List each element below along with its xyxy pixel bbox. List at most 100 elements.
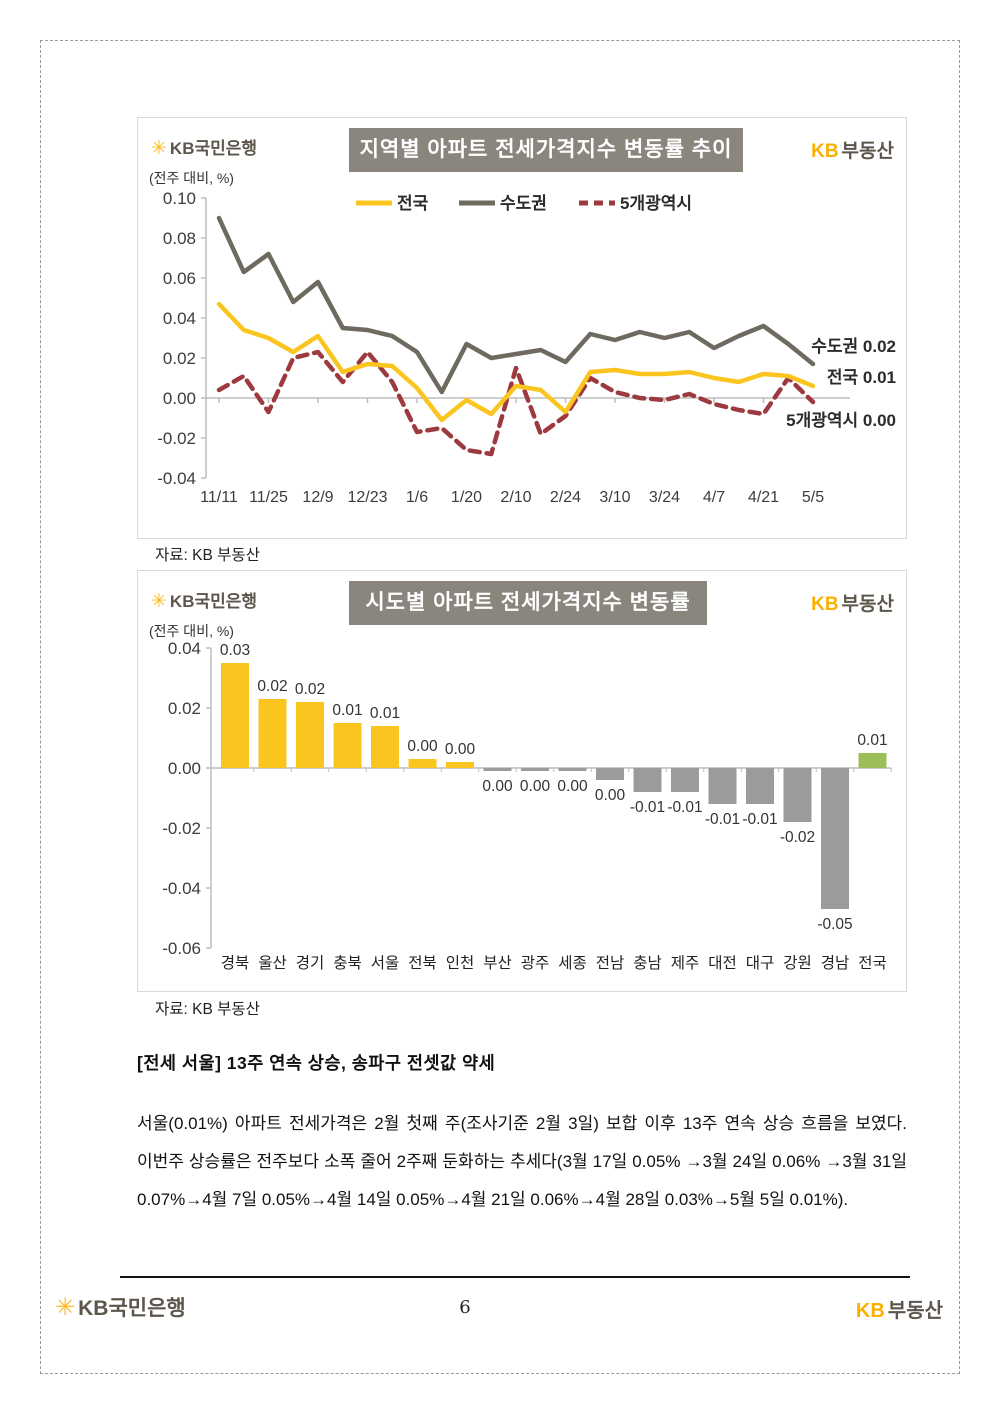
series-0 [216,301,816,423]
y-tick-label: -0.02 [157,429,196,448]
bar-category-label: 부산 [483,954,512,972]
bar-category-label: 울산 [258,954,287,972]
kb-real-estate-logo-kb: KB [811,594,839,615]
x-tick-label: 2/10 [500,489,531,506]
bar-서울 [371,726,399,768]
y-tick-label: 0.02 [163,349,196,368]
bar-value-label: 0.01 [857,732,887,749]
kb-real-estate-logo: KB 부동산 [811,136,894,163]
source-label: 자료: KB 부동산 [155,547,260,564]
y-tick-label: 0.04 [168,639,201,658]
kb-real-estate-logo-kb: KB [811,141,839,162]
bar-value-label: 0.00 [482,778,513,795]
bar-category-label: 서울 [371,954,400,972]
bar-chart-panel: ✳ KB국민은행 시도별 아파트 전세가격지수 변동률 KB 부동산 (전주 대비,… [137,570,907,992]
y-tick-label: -0.02 [162,819,201,838]
bar-category-label: 경남 [821,954,850,972]
footer-divider [120,1276,910,1278]
kb-real-estate-logo: KB 부동산 [856,1294,943,1323]
line-chart-unit-label: (전주 대비, %) [149,170,234,186]
x-tick-label: 11/25 [249,489,288,506]
y-tick-label: 0.04 [163,309,196,328]
bar-category-label: 인천 [446,954,475,972]
y-tick-label: 0.00 [163,389,196,408]
x-tick-label: 5/5 [802,489,824,506]
x-tick-label: 1/20 [451,489,482,506]
kb-bank-logo-text: KB국민은행 [169,592,258,611]
bar-category-label: 세종 [558,954,587,972]
bar-value-label: -0.01 [742,811,777,828]
x-tick-label: 12/9 [302,489,333,506]
bar-경북 [221,663,249,768]
y-tick-label: 0.06 [163,269,196,288]
bar-category-label: 충북 [333,954,362,972]
bar-category-label: 제주 [671,954,700,972]
bar-value-label: 0.01 [370,705,400,722]
x-tick-label: 1/6 [406,489,428,506]
bar-category-label: 전국 [858,954,887,972]
bar-광주 [521,768,549,771]
bar-value-label: -0.01 [705,811,740,828]
x-tick-label: 3/24 [649,489,680,506]
bar-category-label: 전북 [408,954,437,972]
bar-대전 [708,768,737,804]
y-tick-label: -0.04 [157,469,196,488]
y-tick-label: -0.06 [162,939,201,958]
y-tick-label: 0.08 [163,229,196,248]
bar-value-label: 0.00 [595,787,626,804]
x-tick-label: 11/11 [200,489,238,506]
x-tick-label: 12/23 [347,489,387,506]
kb-kookmin-bank-logo: ✳ KB국민은행 [151,134,257,160]
bar-value-label: 0.03 [220,642,250,659]
bar-chart-unit-label: (전주 대비, %) [149,623,234,639]
kb-star-icon: ✳ [151,591,167,612]
bar-제주 [671,768,699,792]
series-2 [216,349,816,457]
bar-인천 [446,762,474,768]
bar-value-label: 0.00 [557,778,588,795]
y-tick-label: 0.02 [168,699,201,718]
bar-category-label: 대전 [708,954,737,972]
bar-category-label: 대구 [746,954,775,972]
bar-울산 [258,699,287,768]
kb-kookmin-bank-logo: ✳ KB국민은행 [151,587,257,613]
bar-value-label: 0.00 [445,741,476,758]
page-dashed-border [40,40,960,1374]
y-tick-label: 0.00 [168,759,201,778]
bar-세종 [558,768,587,771]
bar-충남 [633,768,662,792]
bar-chart: 0.04 0.02 0.00 -0.02 -0.04 -0.06 0.03 경북 0.02 울산 0… [162,639,892,972]
bar-chart-title: 시도별 아파트 전세가격지수 변동률 [349,581,707,625]
line-chart-title: 지역별 아파트 전세가격지수 변동률 추이 [349,128,743,172]
bar-value-label: 0.00 [407,738,438,755]
series-end-label: 5개광역시 0.00 [786,411,896,430]
kb-real-estate-logo-kb: KB [855,1300,885,1322]
series-end-label: 수도권 0.02 [811,337,896,356]
x-tick-label: 4/7 [703,489,725,506]
bar-강원 [783,768,812,822]
bar-category-label: 경북 [221,954,250,972]
article-body: 서울(0.01%) 아파트 전세가격은 2월 첫째 주(조사기준 2월 3일) … [137,1114,907,1209]
bar-전북 [408,759,437,768]
x-tick-label: 2/24 [550,489,581,506]
bar-경기 [296,702,324,768]
article-heading: [전세 서울] 13주 연속 상승, 송파구 전셋값 약세 [137,1053,496,1073]
legend-label: 5개광역시 [620,194,692,213]
x-tick-label: 4/21 [748,489,779,506]
bar-충북 [333,723,362,768]
kb-star-icon: ✳ [55,1294,76,1321]
bar-전남 [596,768,624,780]
series-end-label: 전국 0.01 [827,368,896,387]
bar-category-label: 강원 [783,954,812,972]
line-chart-panel: ✳ KB국민은행 지역별 아파트 전세가격지수 변동률 추이 KB 부동산 (전주 … [137,117,907,539]
series-1 [216,215,816,395]
bar-value-label: -0.05 [817,916,852,933]
y-tick-label: 0.10 [163,189,196,208]
bar-value-label: 0.01 [332,702,362,719]
bar-value-label: -0.02 [780,829,815,846]
bar-value-label: -0.01 [667,799,702,816]
bar-value-label: 0.02 [257,678,287,695]
kb-real-estate-logo-text: 부동산 [887,1300,943,1322]
kb-bank-logo-text: KB국민은행 [78,1297,186,1320]
